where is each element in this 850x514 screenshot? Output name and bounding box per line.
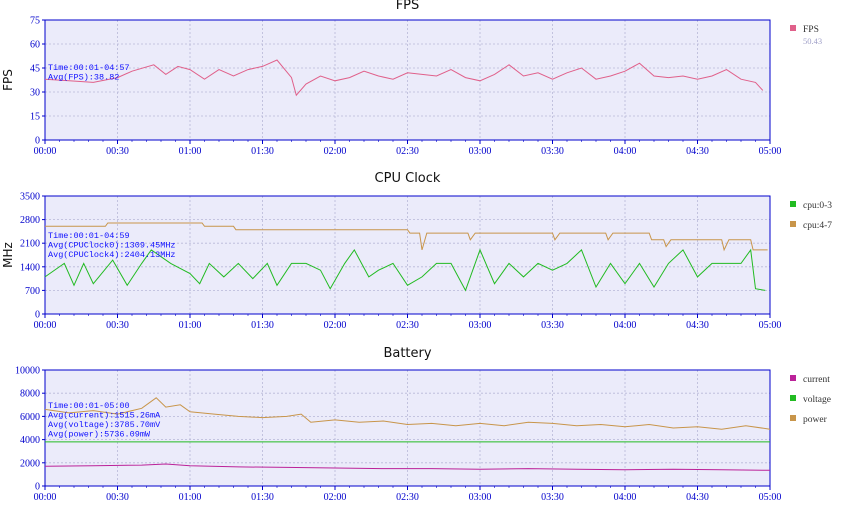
legend-swatch [790,415,796,421]
series-line-power [44,397,771,430]
y-tick-label: 75 [30,16,40,27]
stats-annotation-line: Avg(power):5736.09mW [48,430,151,440]
legend-label: cpu:0-3 [803,201,832,211]
stats-annotation-line: Avg(CPUClock0):1309.45MHz [48,241,176,251]
x-tick-label: 05:00 [759,146,782,157]
x-tick-label: 00:00 [34,146,57,157]
x-tick-label: 05:00 [759,492,782,503]
x-tick-label: 03:00 [469,146,492,157]
legend-label: FPS [803,25,819,35]
y-tick-label: 10000 [15,366,40,377]
stats-annotation-line: Time:00:01-05:00 [48,401,130,411]
x-tick-label: 05:00 [759,320,782,331]
y-tick-label: 6000 [20,412,40,423]
plot-frame [44,195,771,315]
x-tick-label: 03:30 [541,146,564,157]
x-tick-label: 02:30 [396,146,419,157]
plot-frame [44,369,771,487]
x-tick-label: 02:30 [396,492,419,503]
y-tick-label: 1400 [20,262,40,273]
y-tick-label: 60 [30,40,40,51]
legend-value: 50.43 [803,36,822,46]
chart-panel-0: 0 15 30 45 60 75 00:00 00:30 01:00 01:30 02:00 02:3… [1,0,822,157]
x-tick-label: 04:00 [614,320,637,331]
x-tick-label: 03:30 [541,492,564,503]
x-tick-label: 01:00 [179,146,202,157]
chart-title: FPS [396,0,420,13]
y-axis-label: FPS [1,69,15,91]
legend-label: cpu:4-7 [803,221,832,231]
y-tick-label: 2800 [20,215,40,226]
y-tick-label: 0 [35,310,40,321]
y-tick-label: 700 [25,286,40,297]
series-line-cpu-4-7 [45,222,768,252]
plot-frame [44,19,771,141]
plot-area [45,196,770,314]
legend-swatch [790,221,796,227]
y-tick-label: 4000 [20,435,40,446]
x-tick-label: 01:30 [251,320,274,331]
legend-label: voltage [803,395,831,405]
chart-title: CPU Clock [375,171,441,186]
x-tick-label: 00:30 [106,146,129,157]
x-tick-label: 04:30 [686,320,709,331]
chart-title: Battery [383,346,431,361]
legend-swatch [790,25,796,31]
series-line-FPS [44,59,764,97]
x-tick-label: 02:00 [324,320,347,331]
x-tick-label: 01:00 [179,492,202,503]
x-tick-label: 02:30 [396,320,419,331]
x-tick-label: 00:30 [106,492,129,503]
x-tick-label: 02:00 [324,492,347,503]
y-tick-label: 2100 [20,239,40,250]
series-line-current [44,463,771,471]
legend-swatch [790,375,796,381]
legend-label: power [803,415,828,425]
x-tick-label: 00:00 [34,492,57,503]
stats-annotation-line: Time:00:01-04:59 [48,231,130,241]
stats-annotation-line: Time:00:01-04:57 [48,63,130,73]
y-tick-label: 3500 [20,192,40,203]
y-axis-label: MHz [1,242,15,268]
x-tick-label: 03:00 [469,492,492,503]
x-tick-label: 01:30 [251,146,274,157]
x-tick-label: 04:00 [614,146,637,157]
x-tick-label: 03:00 [469,320,492,331]
y-tick-label: 8000 [20,389,40,400]
y-tick-label: 2000 [20,458,40,469]
y-tick-label: 15 [30,112,40,123]
stats-annotation-line: Avg(FPS):38.82 [48,73,119,83]
legend-swatch [790,395,796,401]
stats-annotation-line: Avg(current):1515.26mA [48,411,161,421]
x-tick-label: 00:30 [106,320,129,331]
chart-panel-1: 0 700 1400 2100 2800 3500 00:00 00:30 01:00 01:30… [1,171,832,331]
series-line-cpu-0-3 [44,248,766,292]
x-tick-label: 04:30 [686,146,709,157]
x-tick-label: 03:30 [541,320,564,331]
x-tick-label: 04:30 [686,492,709,503]
chart-panel-2: 0 2000 4000 6000 8000 10000 00:00 00:30 01:00 01:… [15,346,831,503]
x-tick-label: 04:00 [614,492,637,503]
y-tick-label: 0 [35,482,40,493]
x-tick-label: 01:00 [179,320,202,331]
legend-swatch [790,201,796,207]
y-tick-label: 45 [30,64,40,75]
x-tick-label: 02:00 [324,146,347,157]
stats-annotation-line: Avg(CPUClock4):2404.13MHz [48,250,176,260]
legend-label: current [803,375,830,385]
x-tick-label: 00:00 [34,320,57,331]
x-tick-label: 01:30 [251,492,274,503]
y-tick-label: 0 [35,136,40,147]
stats-annotation-line: Avg(voltage):3785.70mV [48,420,161,430]
y-tick-label: 30 [30,88,40,99]
